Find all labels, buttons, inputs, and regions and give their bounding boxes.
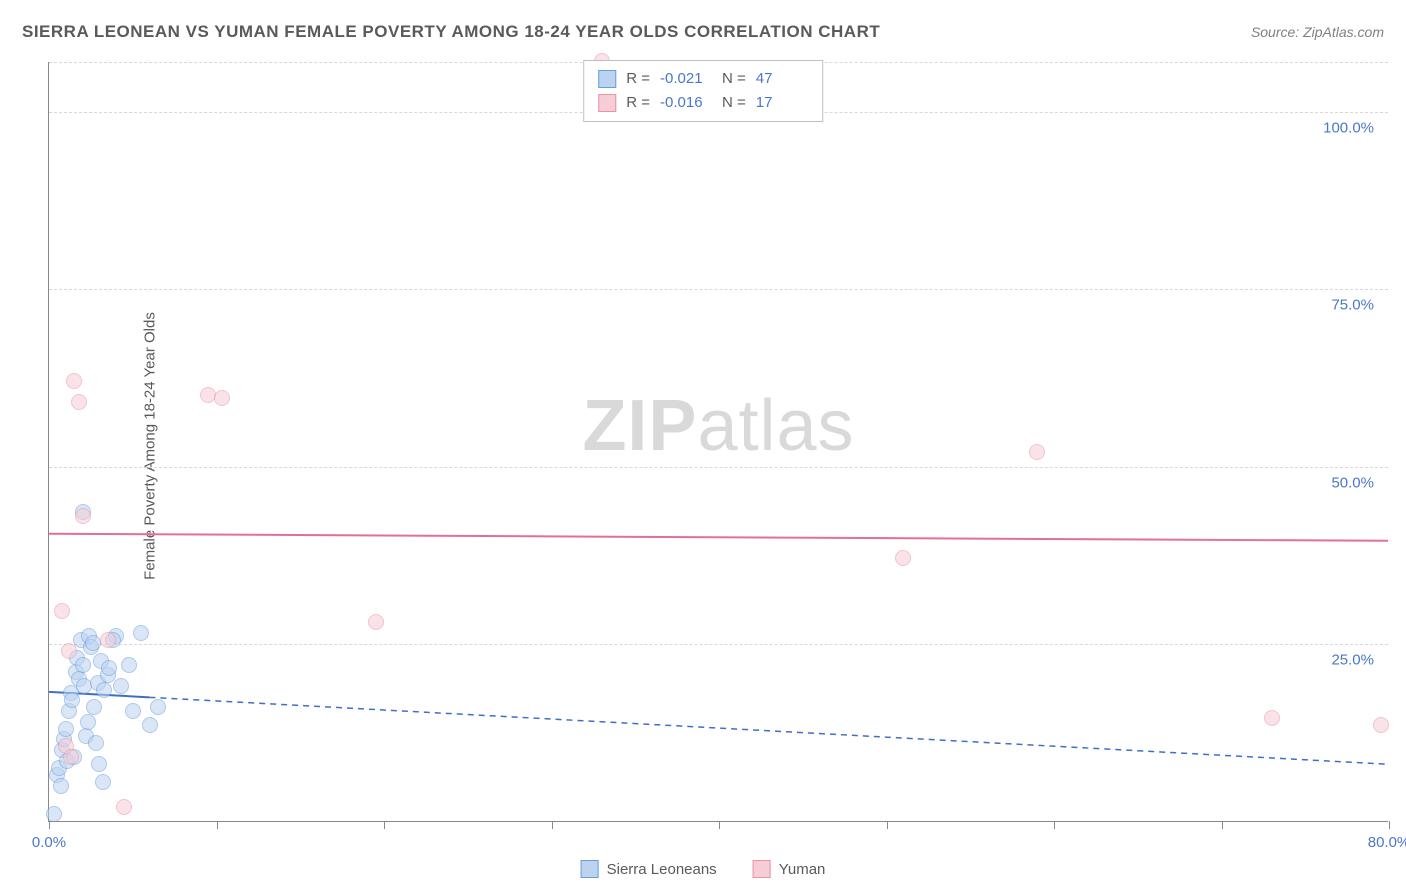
bottom-legend: Sierra Leoneans Yuman <box>581 860 826 878</box>
legend-label: Yuman <box>779 861 826 878</box>
n-label: N = <box>722 91 746 115</box>
chart-title: SIERRA LEONEAN VS YUMAN FEMALE POVERTY A… <box>22 22 880 42</box>
x-tick <box>49 821 50 829</box>
scatter-point <box>113 678 129 694</box>
r-label: R = <box>626 91 650 115</box>
scatter-point <box>91 756 107 772</box>
stats-row: R = -0.016 N = 17 <box>598 91 808 115</box>
x-tick <box>1389 821 1390 829</box>
y-tick-label: 50.0% <box>1331 474 1374 491</box>
x-tick-label: 0.0% <box>32 834 66 851</box>
scatter-point <box>95 774 111 790</box>
trend-line-solid <box>49 534 1388 541</box>
y-tick-label: 25.0% <box>1331 652 1374 669</box>
scatter-point <box>75 508 91 524</box>
plot-area: ZIPatlas 25.0%50.0%75.0%100.0%0.0%80.0% <box>48 62 1388 822</box>
x-tick <box>384 821 385 829</box>
scatter-point <box>214 390 230 406</box>
y-tick-label: 100.0% <box>1323 119 1374 136</box>
scatter-point <box>150 699 166 715</box>
n-value: 17 <box>756 91 808 115</box>
legend-swatch <box>598 94 616 112</box>
x-tick <box>1222 821 1223 829</box>
scatter-point <box>101 660 117 676</box>
scatter-point <box>71 394 87 410</box>
scatter-point <box>86 699 102 715</box>
scatter-point <box>142 717 158 733</box>
scatter-point <box>100 632 116 648</box>
x-tick <box>217 821 218 829</box>
gridline <box>49 644 1388 645</box>
legend-swatch <box>753 860 771 878</box>
y-tick-label: 75.0% <box>1331 297 1374 314</box>
n-value: 47 <box>756 67 808 91</box>
watermark-atlas: atlas <box>697 386 854 466</box>
scatter-point <box>121 657 137 673</box>
scatter-point <box>96 682 112 698</box>
scatter-point <box>1264 710 1280 726</box>
scatter-point <box>133 625 149 641</box>
scatter-point <box>895 550 911 566</box>
scatter-point <box>1029 444 1045 460</box>
legend-swatch <box>598 70 616 88</box>
scatter-point <box>85 635 101 651</box>
stats-legend-box: R = -0.021 N = 47 R = -0.016 N = 17 <box>583 60 823 122</box>
scatter-point <box>64 692 80 708</box>
x-tick <box>719 821 720 829</box>
scatter-point <box>53 778 69 794</box>
n-label: N = <box>722 67 746 91</box>
trend-line-dashed <box>149 697 1388 764</box>
r-label: R = <box>626 67 650 91</box>
gridline <box>49 289 1388 290</box>
scatter-point <box>116 799 132 815</box>
trend-lines <box>49 62 1388 821</box>
legend-label: Sierra Leoneans <box>607 861 717 878</box>
r-value: -0.016 <box>660 91 712 115</box>
scatter-point <box>46 806 62 822</box>
scatter-point <box>80 714 96 730</box>
x-tick <box>887 821 888 829</box>
x-tick <box>1054 821 1055 829</box>
scatter-point <box>58 721 74 737</box>
source-label: Source: ZipAtlas.com <box>1251 24 1384 40</box>
scatter-point <box>61 643 77 659</box>
gridline <box>49 467 1388 468</box>
scatter-point <box>368 614 384 630</box>
r-value: -0.021 <box>660 67 712 91</box>
watermark-zip: ZIP <box>582 386 697 466</box>
scatter-point <box>54 603 70 619</box>
scatter-point <box>1373 717 1389 733</box>
scatter-point <box>66 373 82 389</box>
scatter-point <box>88 735 104 751</box>
legend-item: Sierra Leoneans <box>581 860 717 878</box>
scatter-point <box>63 749 79 765</box>
scatter-point <box>75 657 91 673</box>
legend-item: Yuman <box>753 860 826 878</box>
watermark: ZIPatlas <box>582 385 854 467</box>
scatter-point <box>125 703 141 719</box>
legend-swatch <box>581 860 599 878</box>
stats-row: R = -0.021 N = 47 <box>598 67 808 91</box>
x-tick <box>552 821 553 829</box>
x-tick-label: 80.0% <box>1368 834 1406 851</box>
